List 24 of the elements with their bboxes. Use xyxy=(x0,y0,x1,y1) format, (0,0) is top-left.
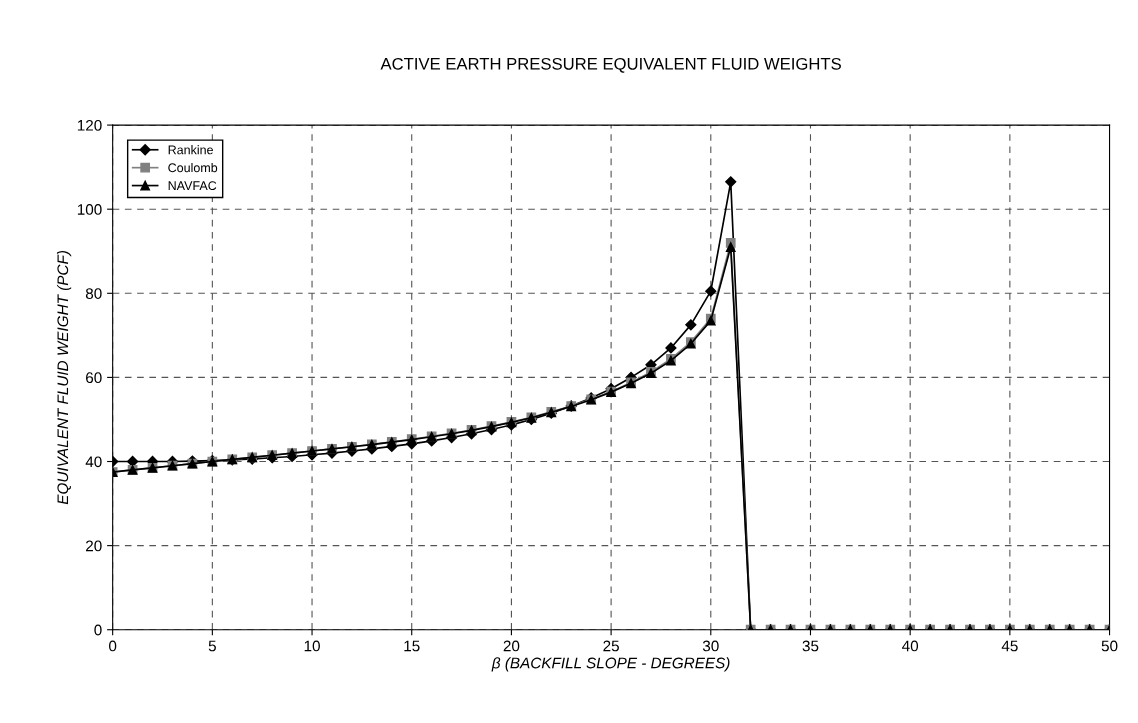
x-tick-label: 0 xyxy=(109,640,117,652)
x-tick-label: 20 xyxy=(503,640,520,652)
legend-label: NAVFAC xyxy=(168,181,217,191)
y-axis-title: EQUIVALENT FLUID WEIGHT (PCF) xyxy=(56,250,72,505)
y-tick-label: 60 xyxy=(86,372,102,384)
x-tick-label: 5 xyxy=(208,640,216,652)
chart-title: ACTIVE EARTH PRESSURE EQUIVALENT FLUID WEIGHTS xyxy=(380,57,841,73)
x-tick-label: 10 xyxy=(304,640,320,652)
x-tick-label: 30 xyxy=(702,640,719,652)
x-tick-label: 15 xyxy=(404,640,420,652)
x-tick-label: 40 xyxy=(902,640,919,652)
x-axis-title: β (BACKFILL SLOPE - DEGREES) xyxy=(491,657,730,672)
x-tick-label: 45 xyxy=(1001,640,1018,652)
legend-label: Rankine xyxy=(168,145,213,155)
y-tick-label: 0 xyxy=(94,624,102,636)
y-tick-label: 100 xyxy=(77,204,102,215)
legend-label: Coulomb xyxy=(168,162,218,173)
y-tick-label: 120 xyxy=(77,119,102,131)
x-tick-label: 25 xyxy=(603,640,619,652)
y-tick-label: 20 xyxy=(86,540,102,552)
x-tick-label: 35 xyxy=(802,640,819,652)
x-tick-label: 50 xyxy=(1101,640,1118,652)
y-tick-label: 80 xyxy=(85,288,102,299)
y-tick-label: 40 xyxy=(85,456,102,468)
